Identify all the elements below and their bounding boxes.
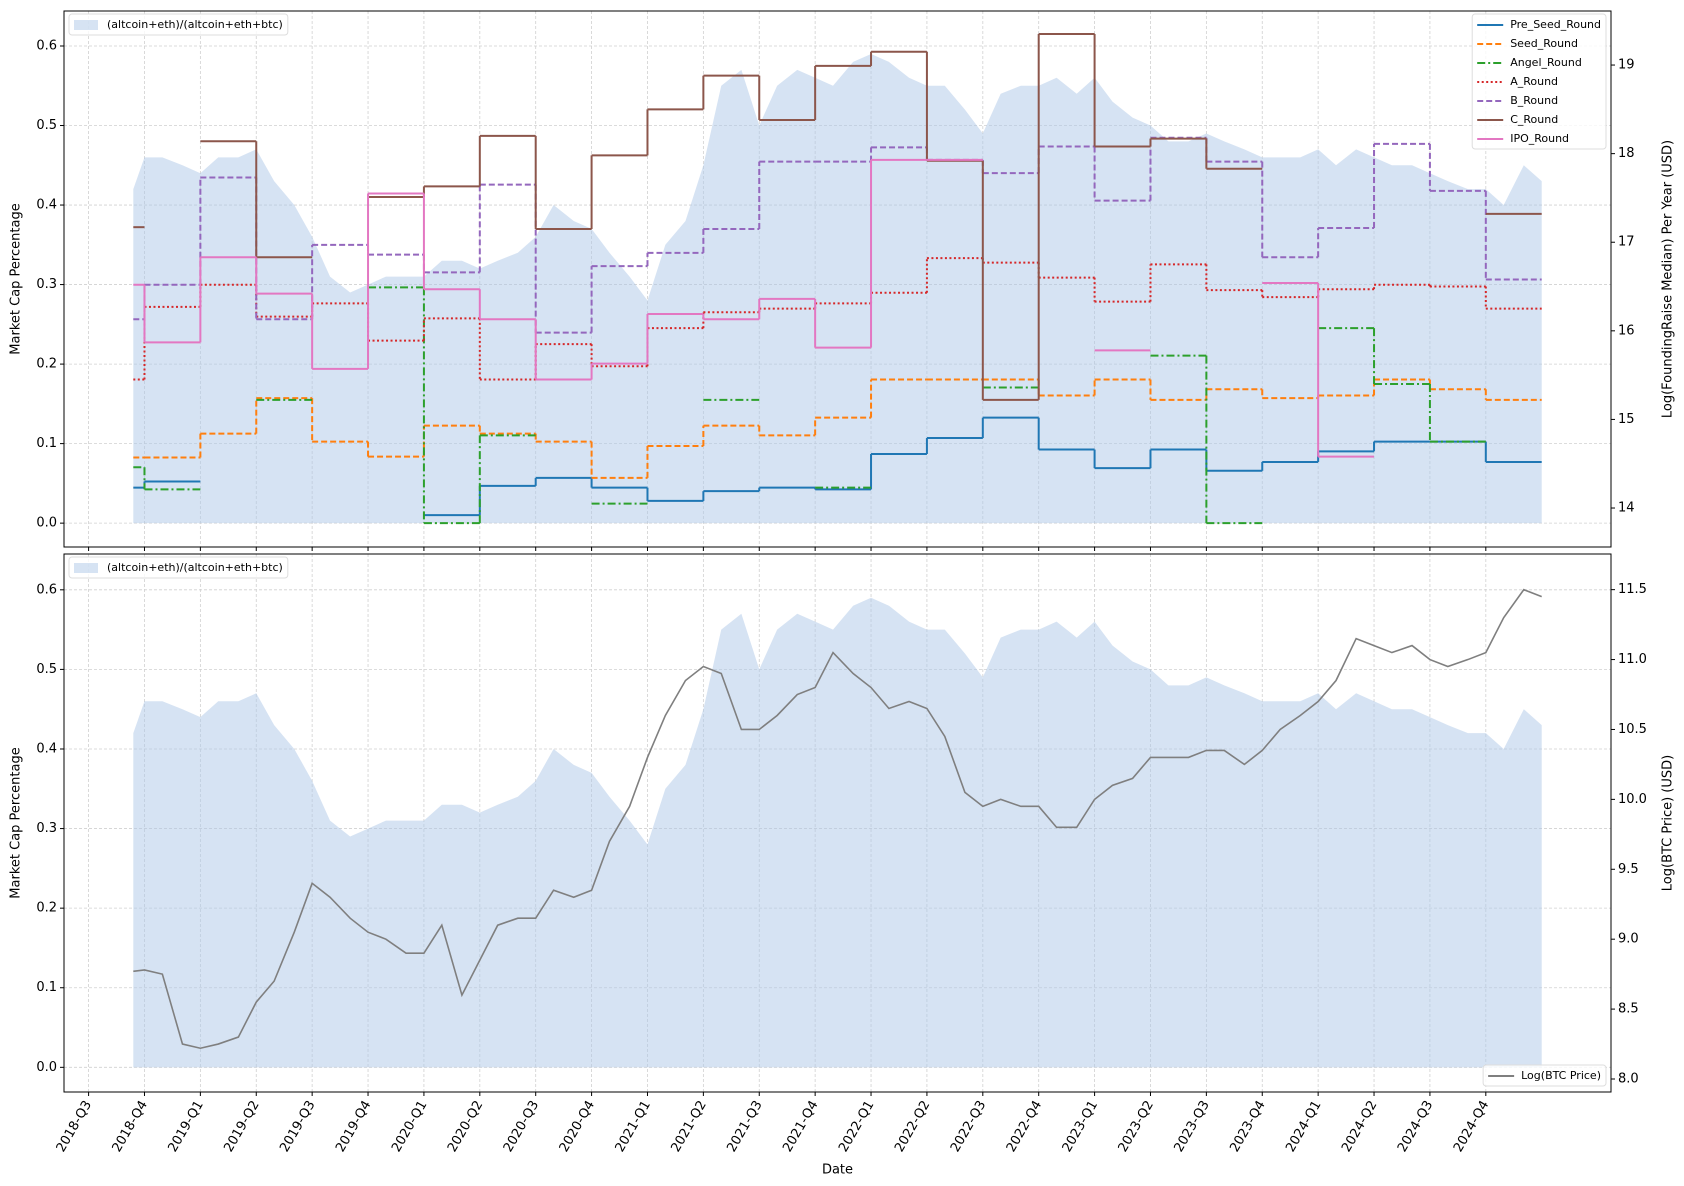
legend-label: B_Round	[1510, 94, 1558, 107]
y-tick-label: 0.5	[36, 662, 57, 677]
area	[133, 597, 1542, 1068]
legend: (altcoin+eth)/(altcoin+eth+btc)	[68, 556, 289, 579]
legend: (altcoin+eth)/(altcoin+eth+btc)	[68, 13, 289, 36]
y2-tick-label: 8.0	[1618, 1071, 1639, 1086]
area	[133, 53, 1542, 524]
y2-tick-label: 11.0	[1618, 652, 1647, 667]
x-tick-label: 2021-Q1	[613, 1098, 654, 1155]
legend-label: Pre_Seed_Round	[1510, 18, 1601, 31]
x-tick-label: 2019-Q2	[221, 1098, 262, 1155]
y2-tick-label: 9.5	[1618, 862, 1639, 877]
x-tick-label: 2018-Q4	[110, 1098, 151, 1155]
y-tick-label: 0.4	[36, 741, 57, 756]
y2-tick-label: 17	[1618, 235, 1635, 250]
legend-box	[1482, 1064, 1607, 1087]
x-tick-label: 2019-Q4	[333, 1098, 374, 1155]
legend-label: A_Round	[1510, 75, 1558, 88]
x-axis-label: Date	[822, 1163, 853, 1178]
x-tick-label: 2020-Q1	[389, 1098, 430, 1155]
x-tick-label: 2024-Q2	[1339, 1098, 1380, 1155]
x-tick-label: 2023-Q3	[1171, 1098, 1212, 1155]
legend-swatch	[74, 563, 98, 573]
y2-tick-label: 10.0	[1618, 792, 1647, 807]
y-tick-label: 0.6	[36, 38, 57, 53]
x-tick-label: 2021-Q2	[668, 1098, 709, 1155]
legend: Pre_Seed_Round Seed_Round Angel_Round A_Rou…	[1471, 13, 1607, 150]
x-tick-label: 2022-Q1	[836, 1098, 877, 1155]
x-tick-label: 2024-Q4	[1451, 1098, 1492, 1155]
x-tick-label: 2024-Q3	[1395, 1098, 1436, 1155]
panel: 0.0 0.1 0.2 0.3 0.4 0.5 0.6 8.0 8.5 9.0 9.5 10.0 10.…	[9, 553, 1676, 1178]
y-tick-label: 0.0	[36, 516, 57, 531]
x-tick-label: 2021-Q4	[780, 1098, 821, 1155]
y2-axis-label: Log(FoundingRaise Median) Per Year (USD)	[1661, 140, 1676, 418]
line	[133, 588, 1542, 1050]
legend-label: Angel_Round	[1510, 56, 1582, 69]
y-tick-label: 0.1	[36, 436, 57, 451]
x-tick-label: 2020-Q3	[501, 1098, 542, 1155]
x-tick-label: 2022-Q3	[948, 1098, 989, 1155]
x-tick-label: 2020-Q2	[445, 1098, 486, 1155]
y2-tick-label: 11.5	[1618, 582, 1647, 597]
x-tick-label: 2020-Q4	[557, 1098, 598, 1155]
legend-label: Log(BTC Price)	[1521, 1069, 1601, 1082]
x-tick-label: 2019-Q3	[277, 1098, 318, 1155]
y2-tick-label: 18	[1618, 146, 1635, 161]
y2-tick-label: 8.5	[1618, 1002, 1639, 1017]
x-tick-label: 2021-Q3	[724, 1098, 765, 1155]
legend: Log(BTC Price)	[1482, 1064, 1607, 1087]
x-tick-label: 2023-Q1	[1060, 1098, 1101, 1155]
panel: 0.0 0.1 0.2 0.3 0.4 0.5 0.6 14 15 16 17 18 19 Market …	[9, 10, 1676, 551]
legend-label: Seed_Round	[1510, 37, 1578, 50]
legend-label: C_Round	[1510, 113, 1558, 126]
x-tick-label: 2018-Q3	[54, 1098, 95, 1155]
y-tick-label: 0.5	[36, 118, 57, 133]
y2-tick-label: 14	[1618, 501, 1635, 516]
x-tick-label: 2022-Q2	[892, 1098, 933, 1155]
plot-frame	[63, 10, 1612, 548]
y2-tick-label: 16	[1618, 323, 1635, 338]
x-tick-label: 2022-Q4	[1004, 1098, 1045, 1155]
x-tick-label: 2024-Q1	[1283, 1098, 1324, 1155]
y2-tick-label: 10.5	[1618, 722, 1647, 737]
y-tick-label: 0.6	[36, 582, 57, 597]
y-tick-label: 0.3	[36, 821, 57, 836]
y-tick-label: 0.2	[36, 901, 57, 916]
x-tick-label: 2023-Q4	[1227, 1098, 1268, 1155]
x-tick-label: 2023-Q2	[1116, 1098, 1157, 1155]
legend-box	[68, 556, 289, 579]
y2-tick-label: 19	[1618, 58, 1635, 73]
legend-label: IPO_Round	[1510, 132, 1569, 145]
legend-box	[1471, 13, 1607, 150]
y-tick-label: 0.0	[36, 1060, 57, 1075]
y-axis-label: Market Cap Percentage	[9, 747, 24, 898]
y-axis-label: Market Cap Percentage	[9, 203, 24, 354]
y2-tick-label: 15	[1618, 412, 1635, 427]
legend-label: (altcoin+eth)/(altcoin+eth+btc)	[107, 561, 283, 574]
y-tick-label: 0.3	[36, 277, 57, 292]
legend-label: (altcoin+eth)/(altcoin+eth+btc)	[107, 18, 283, 31]
y2-tick-label: 9.0	[1618, 932, 1639, 947]
y2-axis-label: Log(BTC Price) (USD)	[1661, 755, 1676, 891]
plot-frame	[63, 553, 1612, 1093]
legend-swatch	[74, 20, 98, 30]
y-tick-label: 0.2	[36, 357, 57, 372]
y-tick-label: 0.4	[36, 198, 57, 213]
legend-box	[68, 13, 289, 36]
x-tick-label: 2019-Q1	[165, 1098, 206, 1155]
y-tick-label: 0.1	[36, 980, 57, 995]
